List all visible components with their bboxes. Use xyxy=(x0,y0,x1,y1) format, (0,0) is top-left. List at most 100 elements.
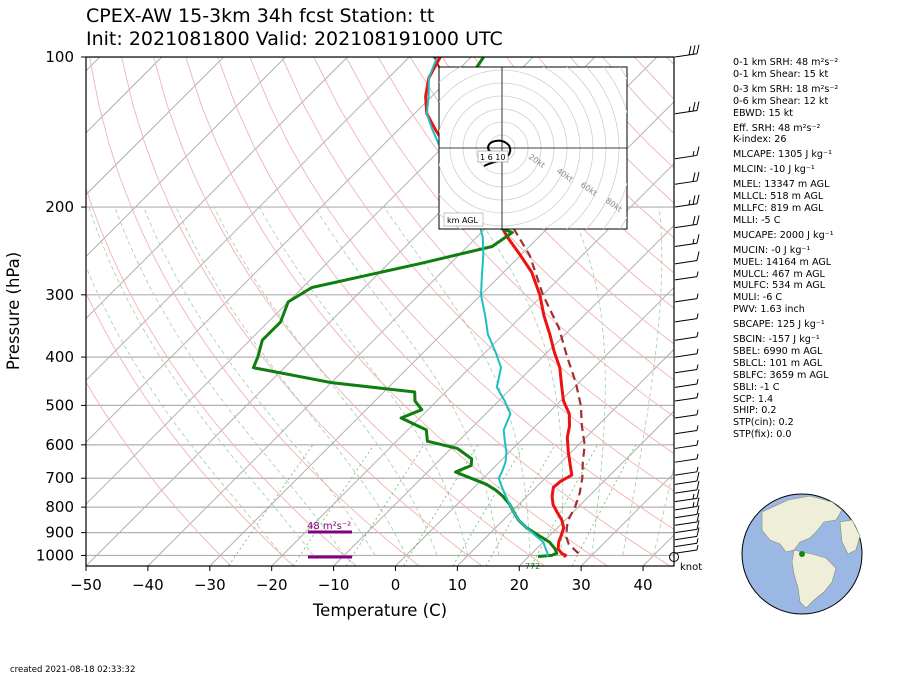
chart-title: CPEX-AW 15-3km 34h fcst Station: tt xyxy=(86,5,435,27)
x-tick-label: 10 xyxy=(448,576,467,594)
x-tick-label: −50 xyxy=(70,576,102,594)
y-tick-label: 1000 xyxy=(36,546,74,564)
isotherm xyxy=(86,57,224,196)
y-tick-label: 400 xyxy=(45,348,74,366)
wind-barb xyxy=(674,44,700,58)
wind-barb xyxy=(674,194,700,208)
index-line: MLEL: 13347 m AGL xyxy=(733,179,830,191)
moist-adiabat xyxy=(114,206,345,556)
index-line: SBLI: -1 C xyxy=(733,381,780,393)
dry-adiabat xyxy=(441,57,674,309)
wind-barb xyxy=(674,544,699,554)
y-tick-label: 800 xyxy=(45,498,74,516)
moist-adiabat xyxy=(568,206,606,556)
hodograph-height-label: km AGL xyxy=(447,216,479,225)
index-line: EBWD: 15 kt xyxy=(733,107,794,119)
y-tick-label: 900 xyxy=(45,524,74,542)
x-tick-label: −30 xyxy=(194,576,226,594)
dry-adiabat xyxy=(86,186,357,566)
wind-barb xyxy=(674,538,699,548)
moist-adiabat xyxy=(383,206,531,556)
wind-barb xyxy=(674,392,699,402)
mixing-ratio-line xyxy=(571,444,637,566)
x-axis-label: Temperature (C) xyxy=(312,601,447,620)
index-line: MULFC: 534 m AGL xyxy=(733,280,826,292)
moist-adiabat xyxy=(143,206,376,556)
chart-subtitle: Init: 2021081800 Valid: 202108191000 UTC xyxy=(86,28,503,50)
dry-adiabat xyxy=(185,57,608,566)
wind-barb xyxy=(674,251,700,265)
parcel-line xyxy=(433,57,586,555)
dry-adiabat xyxy=(473,57,674,274)
y-axis-label: Pressure (hPa) xyxy=(4,252,23,370)
wind-barb xyxy=(674,234,700,248)
index-line: MLCIN: -10 J kg⁻¹ xyxy=(733,164,815,176)
dry-adiabat xyxy=(281,57,674,492)
index-line: 0-6 km Shear: 12 kt xyxy=(733,95,829,107)
wind-unit-label: knot xyxy=(680,562,702,573)
wind-barb xyxy=(674,466,699,476)
moist-adiabat xyxy=(258,206,469,556)
index-line: SBEL: 6990 m AGL xyxy=(733,345,823,357)
index-line: STP(cin): 0.2 xyxy=(733,417,794,429)
wind-barb xyxy=(674,527,700,541)
index-line: SCP: 1.4 xyxy=(733,393,774,405)
station-marker xyxy=(799,551,805,557)
index-line: MLCAPE: 1305 J kg⁻¹ xyxy=(733,149,832,161)
moist-adiabat xyxy=(622,206,663,556)
created-timestamp: created 2021-08-18 02:33:32 xyxy=(10,665,136,675)
dry-adiabat xyxy=(249,57,674,530)
dry-adiabat xyxy=(409,57,674,345)
mixing-ratio-line xyxy=(345,444,425,566)
wind-barb xyxy=(674,364,699,374)
wind-barb xyxy=(674,440,699,449)
wind-barb xyxy=(674,171,700,185)
dry-adiabat xyxy=(377,57,674,381)
wind-barb xyxy=(674,471,700,485)
x-tick-label: −10 xyxy=(318,576,350,594)
wind-barb xyxy=(674,146,700,160)
wind-barb xyxy=(674,512,700,526)
wind-barb xyxy=(674,293,699,303)
x-tick-label: 0 xyxy=(391,576,401,594)
location-globe xyxy=(741,493,863,615)
isotherm xyxy=(86,57,163,134)
index-line: K-index: 26 xyxy=(733,134,787,146)
dry-adiabat xyxy=(121,57,483,566)
isotherm xyxy=(518,410,674,566)
index-line: 0-1 km SRH: 48 m²s⁻² xyxy=(733,57,839,68)
wind-barb xyxy=(674,480,700,494)
hodograph-center-box xyxy=(477,150,509,163)
wind-barb xyxy=(674,453,699,463)
index-line: SBLFC: 3659 m AGL xyxy=(733,369,829,381)
y-tick-label: 300 xyxy=(45,286,74,304)
dry-adiabat xyxy=(86,381,232,566)
isotherm xyxy=(86,57,286,258)
index-line: SHIP: 0.2 xyxy=(733,405,777,417)
isotherm xyxy=(209,101,674,566)
wind-barb xyxy=(674,313,699,323)
index-line: MUCAPE: 2000 J kg⁻¹ xyxy=(733,229,834,241)
index-line: SBLCL: 101 m AGL xyxy=(733,357,823,369)
y-tick-label: 700 xyxy=(45,469,74,487)
index-line: Eff. SRH: 48 m²s⁻² xyxy=(733,122,821,134)
wind-barb xyxy=(674,348,699,358)
index-line: MUEL: 14164 m AGL xyxy=(733,256,832,268)
moist-adiabat xyxy=(314,206,500,556)
index-line: MLLCL: 518 m AGL xyxy=(733,191,824,203)
moist-adiabat xyxy=(88,206,314,556)
y-tick-label: 200 xyxy=(45,198,74,216)
wind-barb xyxy=(674,497,700,511)
wind-barb xyxy=(674,101,700,115)
plot-frame xyxy=(85,56,675,567)
hodograph-height-box xyxy=(443,212,484,227)
index-line: PWV: 1.63 inch xyxy=(733,304,805,316)
mixing-ratio-line xyxy=(403,444,479,566)
index-line: MLLFC: 819 m AGL xyxy=(733,202,824,214)
isotherm xyxy=(271,162,674,566)
wind-barb xyxy=(674,505,700,519)
isotherm xyxy=(457,348,674,566)
dry-adiabat xyxy=(89,57,420,566)
wind-barb xyxy=(674,215,700,229)
